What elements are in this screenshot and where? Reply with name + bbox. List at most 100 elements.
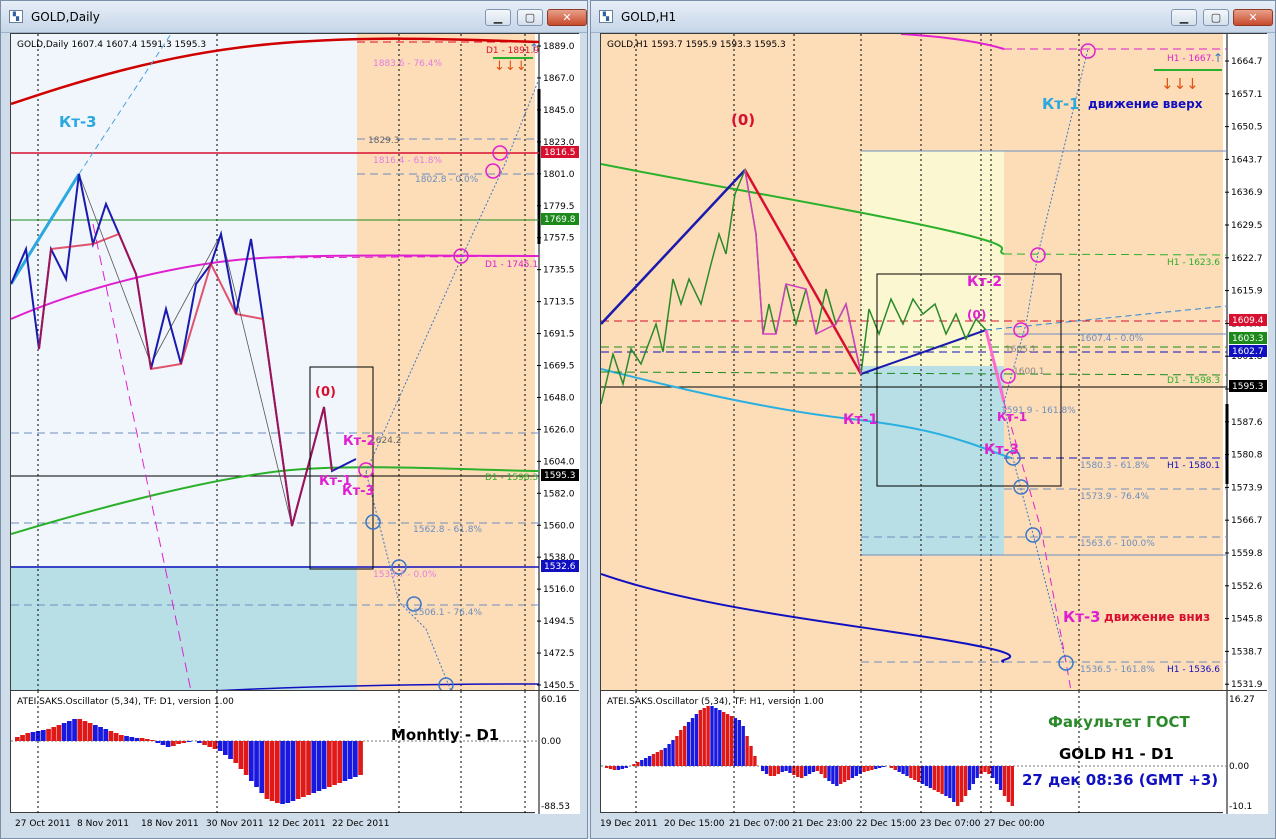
label-down-move: движение вниз xyxy=(1104,610,1210,624)
osc-bar xyxy=(129,737,135,741)
osc-tick-top: 60.16 xyxy=(541,695,567,705)
ma-cyan xyxy=(601,368,1012,459)
ma-green-ext xyxy=(1003,253,1228,256)
osc-bar xyxy=(608,766,613,769)
osc-bar xyxy=(160,741,166,745)
daily-chart-canvas: ↓↓↓ ↑ GOLD,Daily 1607.4 1607.4 1591.3 15… xyxy=(11,34,580,691)
osc-bar xyxy=(139,738,145,741)
price-tag-box xyxy=(1229,332,1267,344)
osc-bar xyxy=(819,766,823,774)
window-titlebar[interactable]: ▚ GOLD,H1 ▁ ▢ ✕ xyxy=(591,1,1275,33)
osc-bar xyxy=(920,766,925,784)
osc-bar xyxy=(776,766,780,774)
h1-chart-window[interactable]: ▚ GOLD,H1 ▁ ▢ ✕ xyxy=(590,0,1276,839)
osc-bar xyxy=(870,766,874,770)
maximize-button[interactable]: ▢ xyxy=(1203,9,1229,26)
price-tick: 1531.9 xyxy=(1231,680,1263,690)
price-tick: 1650.5 xyxy=(1231,123,1263,133)
price-line-magenta xyxy=(744,169,862,375)
close-button[interactable]: ✕ xyxy=(547,9,587,26)
label-1624: 1624.2 xyxy=(370,436,402,446)
osc-bar xyxy=(605,766,609,768)
osc-bar xyxy=(77,719,83,741)
osc-bar xyxy=(975,766,979,778)
osc-bar xyxy=(854,766,858,776)
osc-bar xyxy=(772,766,777,776)
osc-bar xyxy=(56,725,62,741)
osc-bar xyxy=(694,714,699,766)
minimize-button[interactable]: ▁ xyxy=(485,9,511,26)
osc-bar xyxy=(983,766,987,772)
forecast-zone xyxy=(357,34,535,691)
label-kt1: Кт-1 xyxy=(843,412,878,428)
osc-bar xyxy=(725,714,730,766)
maximize-button[interactable]: ▢ xyxy=(517,9,543,26)
price-zigzag-red xyxy=(38,232,333,527)
label-kt1-up: Кт-1 xyxy=(1042,95,1080,113)
osc-bar xyxy=(249,741,254,781)
osc-bar xyxy=(15,737,20,741)
daily-chart-window[interactable]: ▚ GOLD,Daily ▁ ▢ ✕ xyxy=(0,0,588,839)
osc-separators xyxy=(635,691,1080,814)
osc-bar xyxy=(928,766,933,788)
minimize-button[interactable]: ▁ xyxy=(1171,9,1197,26)
price-tick: 1615.9 xyxy=(1231,287,1263,297)
price-tag: 1595.3 xyxy=(1232,382,1264,392)
h1-chart-canvas: ↓↓↓ ↑ GOLD,H1 1593.7 1595.9 1593.3 1595.… xyxy=(601,34,1268,691)
price-tick: 1735.5 xyxy=(543,266,575,276)
osc-bar xyxy=(233,741,239,763)
price-tag-box xyxy=(1229,314,1267,326)
ma-blue xyxy=(210,683,540,691)
diag-gray-1 xyxy=(78,173,152,365)
osc-bar xyxy=(655,752,660,766)
osc-bar xyxy=(103,729,109,741)
label-zero: (0) xyxy=(731,111,755,129)
diag-gray-2 xyxy=(220,233,293,527)
close-button[interactable]: ✕ xyxy=(1233,9,1273,26)
label-h1-1623: H1 - 1623.6 xyxy=(1167,258,1220,268)
price-tag-box xyxy=(541,146,579,158)
pattern-box xyxy=(876,273,1062,487)
datetime-label: 27 дек 08:36 (GMT +3) xyxy=(1022,771,1218,789)
h1-main-chart[interactable]: ↓↓↓ ↑ GOLD,H1 1593.7 1595.9 1593.3 1595.… xyxy=(600,33,1268,691)
h1-oscillator[interactable]: ATEI.SAKS.Oscillator (5,34), TF: H1, ver… xyxy=(600,690,1268,814)
ma-green xyxy=(11,466,540,535)
price-tags: 1609.4 1603.3 1602.7 1595.3 xyxy=(1229,314,1267,392)
osc-bar xyxy=(259,741,265,793)
price-tag-box xyxy=(541,213,579,225)
osc-bar xyxy=(745,736,749,766)
date-axis-canvas: 27 Oct 2011 8 Nov 2011 18 Nov 2011 30 No… xyxy=(15,819,390,829)
label-kt1: Кт-1 xyxy=(319,474,352,489)
price-tag-box xyxy=(1229,345,1267,357)
osc-bar xyxy=(948,766,952,798)
daily-oscillator-canvas: ATEI.SAKS.Oscillator (5,34), TF: D1, ver… xyxy=(11,691,580,814)
osc-bar xyxy=(647,756,652,766)
price-tick: 1648.0 xyxy=(543,393,575,403)
chart-header: GOLD,H1 1593.7 1595.9 1593.3 1595.3 xyxy=(607,40,786,50)
label-h1-1536: H1 - 1536.6 xyxy=(1167,665,1220,675)
osc-bar xyxy=(913,766,917,780)
date-tick: 18 Nov 2011 xyxy=(141,819,199,829)
date-tick: 12 Dec 2011 xyxy=(268,819,326,829)
osc-bar xyxy=(108,731,114,741)
window-titlebar[interactable]: ▚ GOLD,Daily ▁ ▢ ✕ xyxy=(1,1,587,33)
label-kt2: Кт-2 xyxy=(967,274,1002,290)
osc-bar xyxy=(134,738,140,741)
osc-bar xyxy=(835,766,839,786)
price-tick: 1545.8 xyxy=(1231,615,1263,625)
osc-bar xyxy=(113,733,119,741)
osc-bar xyxy=(722,712,726,766)
price-tick: 1587.6 xyxy=(1231,418,1263,428)
daily-oscillator[interactable]: ATEI.SAKS.Oscillator (5,34), TF: D1, ver… xyxy=(10,690,580,814)
date-tick: 19 Dec 2011 xyxy=(600,819,658,829)
price-tick: 1538.0 xyxy=(543,553,575,563)
osc-bar xyxy=(311,741,317,793)
daily-main-chart[interactable]: ↓↓↓ ↑ GOLD,Daily 1607.4 1607.4 1591.3 15… xyxy=(10,33,580,691)
osc-bar xyxy=(729,716,734,766)
ma-blue xyxy=(601,573,1012,663)
price-tick: 1657.1 xyxy=(1231,90,1263,100)
osc-bar xyxy=(663,748,667,766)
label-1600: 1600.1 xyxy=(1013,367,1045,377)
date-tick: 8 Nov 2011 xyxy=(77,819,129,829)
osc-bar xyxy=(51,727,57,741)
